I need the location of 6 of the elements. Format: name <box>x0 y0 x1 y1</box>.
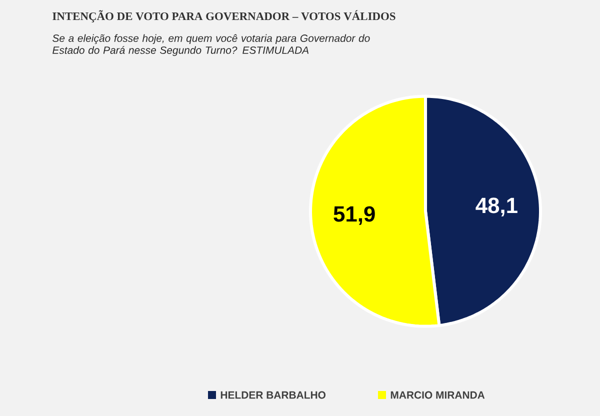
legend-label: HELDER BARBALHO <box>220 391 326 399</box>
chart-subtitle: Se a eleição fosse hoje, em quem você votaria para Governador do Estado do Pará nesse Segundo Turno? ESTIMULADA <box>52 34 370 56</box>
legend-label: MARCIO MIRANDA <box>390 391 485 399</box>
data-label: 48,1 <box>476 198 518 216</box>
data-label: 51,9 <box>334 206 375 225</box>
chart-title: INTENÇÃO DE VOTO PARA GOVERNADOR – VOTOS VÁLIDOS <box>52 10 396 22</box>
